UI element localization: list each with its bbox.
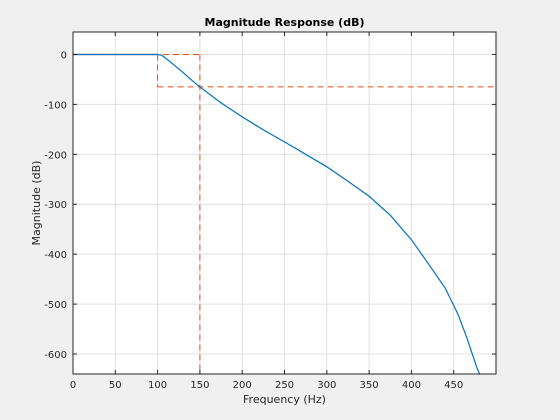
- x-tick-label: 350: [360, 380, 379, 391]
- x-axis-label: Frequency (Hz): [243, 393, 326, 406]
- x-tick-label: 100: [148, 380, 167, 391]
- series-layer: [73, 53, 481, 374]
- y-tick-label: -500: [44, 300, 67, 311]
- y-tick-label: -200: [44, 150, 67, 161]
- x-tick-label: 150: [190, 380, 209, 391]
- magnitude-series-line-0: [73, 53, 481, 374]
- chart-title: Magnitude Response (dB): [205, 16, 365, 29]
- y-tick-label: -300: [44, 200, 67, 211]
- grid: [72, 32, 496, 374]
- x-tick-label: 50: [109, 380, 122, 391]
- x-tick-label: 300: [317, 380, 336, 391]
- x-tick-label: 450: [444, 380, 463, 391]
- y-tick-label: -600: [44, 350, 67, 361]
- x-tick-label: 200: [233, 380, 252, 391]
- x-tick-label: 400: [402, 380, 421, 391]
- y-tick-label: -400: [44, 250, 67, 261]
- x-tick-label: 0: [70, 380, 76, 391]
- x-tick-label: 250: [275, 380, 294, 391]
- ticks: 0 50 100 150 200 250 300 350 400 450 0 -100 -200 -300…: [44, 32, 496, 391]
- y-axis-label: Magnitude (dB): [30, 161, 43, 246]
- y-tick-label: 0: [61, 50, 67, 61]
- y-tick-label: -100: [44, 100, 67, 111]
